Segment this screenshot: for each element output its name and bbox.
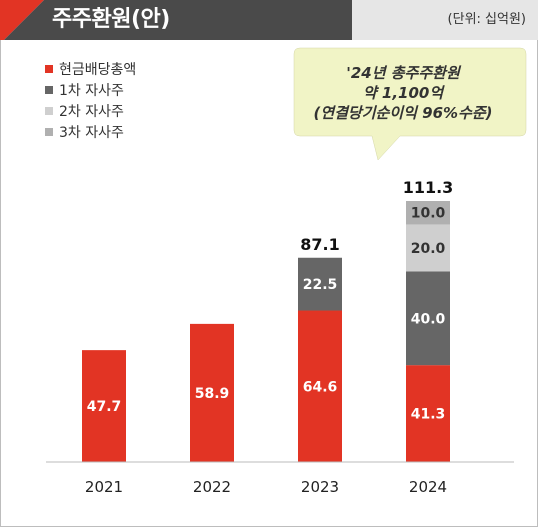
callout-text: '24년 총주주환원 약 1,100억 (연결당기순이익 96%수준) [290, 63, 516, 123]
callout-line-1: '24년 총주주환원 [346, 64, 460, 82]
legend-label-cash-dividend: 현금배당총액 [59, 61, 137, 78]
total-label-2024: 111.3 [403, 178, 454, 197]
legend-item-buyback-1: 1차 자사주 [45, 79, 136, 100]
bar-2023-buyback-1 [298, 257, 342, 311]
bar-2021-cash-dividend [82, 350, 126, 462]
data-label-2021-cash-dividend: 47.7 [87, 399, 122, 415]
legend-swatch-buyback-3 [45, 127, 53, 136]
legend-label-buyback-2: 2차 자사주 [59, 103, 124, 120]
bar-2024-buyback-2 [406, 224, 450, 272]
data-label-2024-buyback-3: 10.0 [411, 206, 446, 222]
page-title: 주주환원(안) [52, 7, 170, 32]
bar-2024-buyback-3 [406, 201, 450, 225]
legend-label-buyback-3: 3차 자사주 [59, 124, 124, 141]
unit-label: (단위: 십억원) [447, 12, 526, 27]
bar-2024-buyback-1 [406, 271, 450, 366]
bar-2024-cash-dividend [406, 365, 450, 462]
bar-2023-cash-dividend [298, 310, 342, 462]
legend-label-buyback-1: 1차 자사주 [59, 82, 124, 99]
header-title-band [44, 0, 352, 40]
callout-line-2: 약 1,100억 [362, 84, 444, 102]
data-label-2024-buyback-1: 40.0 [411, 311, 446, 327]
legend-swatch-cash-dividend [45, 64, 53, 73]
x-tick-label-2021: 2021 [85, 478, 123, 496]
bar-2022-cash-dividend [190, 323, 234, 462]
x-tick-label-2024: 2024 [409, 478, 447, 496]
data-label-2022-cash-dividend: 58.9 [195, 386, 230, 402]
chart-legend: 현금배당총액 1차 자사주 2차 자사주 3차 자사주 [45, 58, 136, 142]
data-label-2023-cash-dividend: 64.6 [303, 379, 338, 395]
x-tick-label-2022: 2022 [193, 478, 231, 496]
legend-swatch-buyback-1 [45, 85, 53, 94]
legend-item-cash-dividend: 현금배당총액 [45, 58, 136, 79]
header-accent-shape [0, 0, 44, 40]
callout-line-3: (연결당기순이익 96%수준) [313, 104, 493, 122]
legend-swatch-buyback-2 [45, 106, 53, 115]
data-label-2024-buyback-2: 20.0 [411, 241, 446, 257]
data-label-2024-cash-dividend: 41.3 [411, 407, 446, 423]
data-label-2023-buyback-1: 22.5 [303, 277, 338, 293]
legend-item-buyback-2: 2차 자사주 [45, 100, 136, 121]
x-tick-label-2023: 2023 [301, 478, 339, 496]
legend-item-buyback-3: 3차 자사주 [45, 121, 136, 142]
total-label-2023: 87.1 [300, 235, 339, 254]
callout-bubble [293, 47, 527, 161]
